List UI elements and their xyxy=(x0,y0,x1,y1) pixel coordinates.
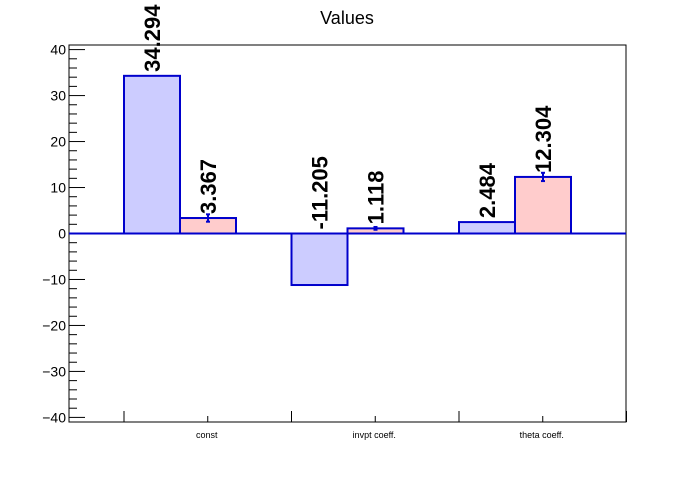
data-label: 2.484 xyxy=(475,162,500,218)
y-tick-label: −10 xyxy=(42,271,66,287)
chart-title: Values xyxy=(320,8,374,28)
y-tick-label: −20 xyxy=(42,317,66,333)
bars xyxy=(69,74,626,287)
y-tick-label: −40 xyxy=(42,409,66,425)
y-tick-label: −30 xyxy=(42,363,66,379)
data-labels: 34.294 -11.205 2.484 3.367 1.118 12.304 xyxy=(140,4,556,230)
bar xyxy=(458,221,516,235)
bar xyxy=(514,175,572,235)
y-tick-label: 30 xyxy=(50,88,66,104)
y-tick-label: 20 xyxy=(50,134,66,150)
y-tick-label: 40 xyxy=(50,42,66,58)
data-label: 3.367 xyxy=(196,159,221,214)
data-label: 34.294 xyxy=(140,4,165,72)
bar xyxy=(290,232,349,287)
bar xyxy=(123,74,181,235)
data-label: 1.118 xyxy=(364,171,389,225)
y-tick-label: 10 xyxy=(50,180,66,196)
x-axis: const invpt coeff. theta coeff. xyxy=(123,411,627,440)
data-label: -11.205 xyxy=(308,156,333,229)
x-category-label: invpt coeff. xyxy=(353,430,396,440)
y-tick-label: 0 xyxy=(58,226,66,242)
data-label: 12.304 xyxy=(531,105,556,173)
x-category-label: const xyxy=(196,430,218,440)
x-category-label: theta coeff. xyxy=(520,430,564,440)
